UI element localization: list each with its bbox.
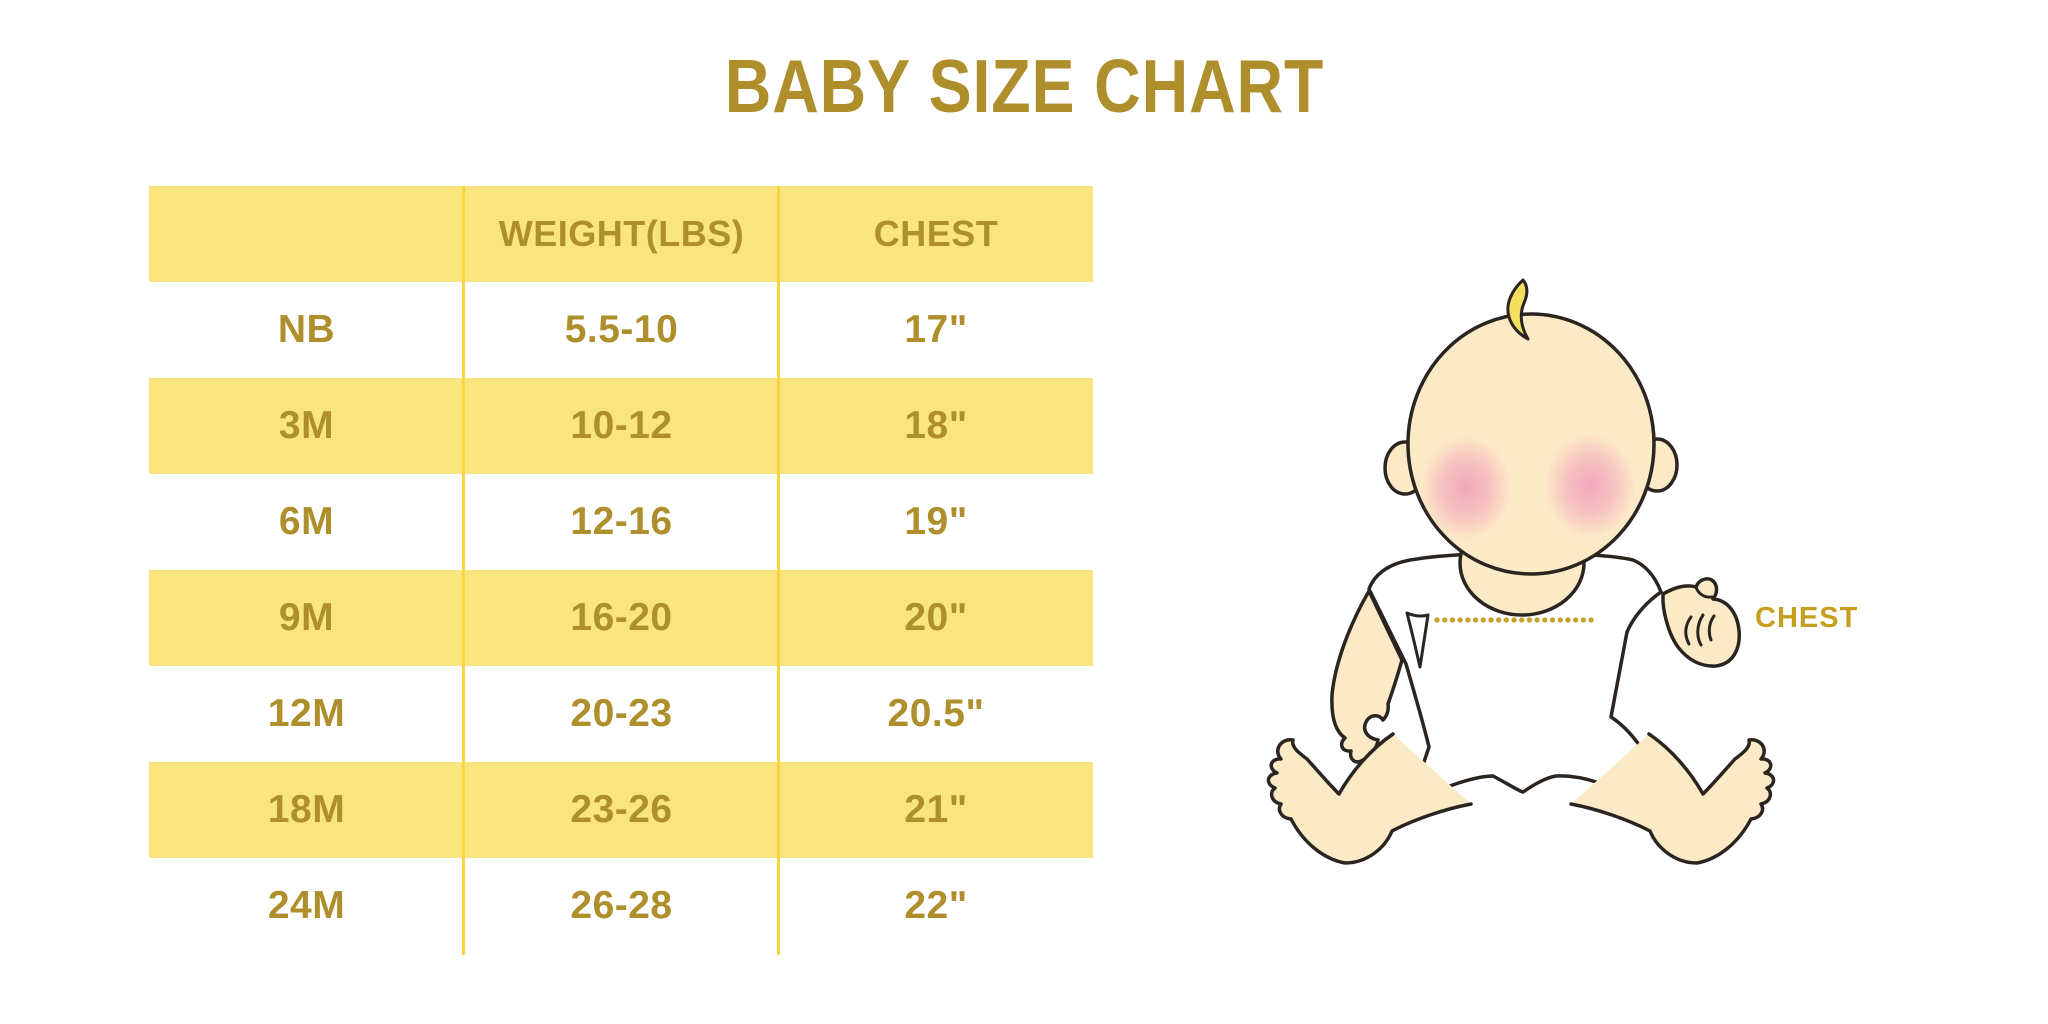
table-row: 9M 16-20 20" <box>149 570 1093 666</box>
cell-size: 9M <box>278 596 335 639</box>
baby-leg-right-outline <box>1569 732 1776 865</box>
cell-size: 3M <box>278 404 335 447</box>
table-row: 24M 26-28 22" <box>149 858 1093 954</box>
table-row: 3M 10-12 18" <box>149 378 1093 474</box>
column-divider <box>462 186 465 955</box>
cell-weight: 16-20 <box>570 596 673 639</box>
baby-leg-left <box>1268 734 1471 863</box>
cell-chest: 20.5" <box>887 692 985 735</box>
baby-blush-right <box>1545 434 1635 538</box>
table-header-row: WEIGHT(LBS) CHEST <box>149 186 1093 282</box>
cell-weight: 23-26 <box>570 788 673 831</box>
size-chart-table: WEIGHT(LBS) CHEST NB 5.5-10 17" 3M 10-12… <box>149 186 1093 955</box>
header-cell-chest: CHEST <box>873 213 999 254</box>
baby-arm-right-fist <box>1661 577 1741 668</box>
cell-weight: 20-23 <box>570 692 673 735</box>
cell-weight: 12-16 <box>570 500 673 543</box>
sleeve-flap-left <box>1405 611 1430 669</box>
page-title-text: BABY SIZE CHART <box>724 44 1324 128</box>
cell-size: 24M <box>267 884 346 927</box>
column-divider <box>777 186 780 955</box>
page-title: BABY SIZE CHART <box>0 49 2048 124</box>
fist-knuckle-lines <box>1684 585 1716 647</box>
table-row: 18M 23-26 21" <box>149 762 1093 858</box>
baby-onesie <box>1367 551 1663 804</box>
header-cell-weight: WEIGHT(LBS) <box>498 213 745 254</box>
cell-weight: 5.5-10 <box>564 308 679 351</box>
chest-label: CHEST <box>1755 602 1859 634</box>
cell-chest: 17" <box>904 308 968 351</box>
table-row: NB 5.5-10 17" <box>149 282 1093 378</box>
baby-hair-curl <box>1506 278 1530 341</box>
cell-chest: 22" <box>904 884 968 927</box>
table-row: 12M 20-23 20.5" <box>149 666 1093 762</box>
cell-chest: 21" <box>904 788 968 831</box>
cell-chest: 19" <box>904 500 968 543</box>
baby-leg-left-outline <box>1266 732 1473 865</box>
cell-size: 12M <box>267 692 346 735</box>
baby-blush-left <box>1421 436 1511 540</box>
cell-weight: 26-28 <box>570 884 673 927</box>
cell-size: NB <box>277 308 336 351</box>
cell-size: 18M <box>267 788 346 831</box>
baby-drawing <box>1266 278 1776 865</box>
baby-leg-right <box>1571 734 1774 863</box>
cell-chest: 20" <box>904 596 968 639</box>
cell-weight: 10-12 <box>570 404 673 447</box>
cell-chest: 18" <box>904 404 968 447</box>
cell-size: 6M <box>278 500 335 543</box>
baby-illustration: CHEST <box>1265 270 1880 870</box>
table-row: 6M 12-16 19" <box>149 474 1093 570</box>
header-cell-size <box>149 186 464 282</box>
